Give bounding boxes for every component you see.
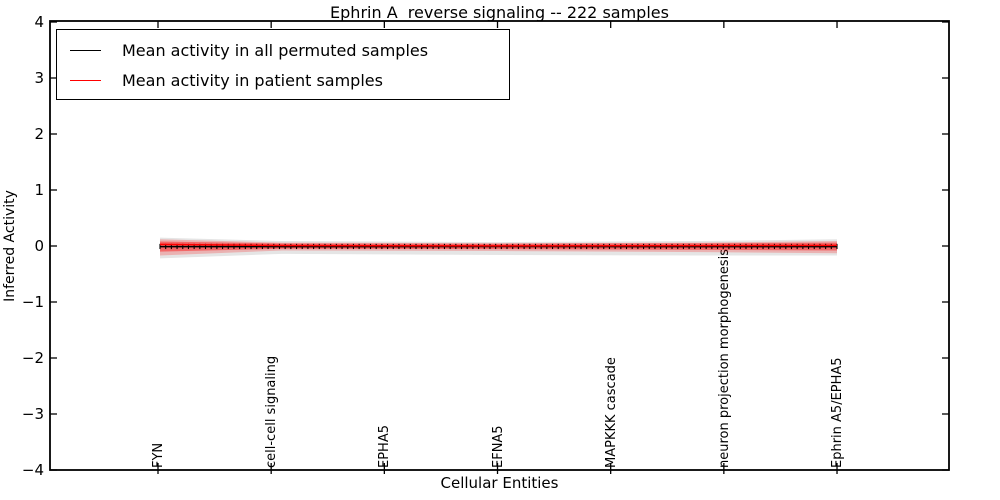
x-tick-label: Ephrin A5/EPHA5 [830, 357, 846, 468]
y-tick-label: −1 [21, 293, 44, 311]
y-tick-label: 1 [34, 181, 44, 199]
x-tick-label: EPHA5 [377, 425, 393, 468]
legend-label: Mean activity in patient samples [122, 70, 383, 90]
y-tick-label: 0 [34, 237, 44, 255]
y-tick-label: 4 [34, 13, 44, 31]
legend-entry-permuted: Mean activity in all permuted samples [57, 35, 509, 65]
legend-line-sample-black [70, 49, 101, 51]
y-tick-label: −2 [21, 349, 44, 367]
chart-title: Ephrin A reverse signaling -- 222 sample… [330, 3, 669, 22]
patient-samples-inner-band [160, 241, 837, 252]
y-tick-label: −4 [21, 461, 44, 479]
legend-label: Mean activity in all permuted samples [122, 40, 429, 60]
legend-entry-patient: Mean activity in patient samples [57, 65, 509, 95]
x-tick-label: neuron projection morphogenesis [716, 249, 732, 468]
patient-mean-line [159, 243, 838, 247]
patient-samples-outer-band [160, 239, 837, 256]
x-tick-label: FYN [151, 442, 166, 468]
y-tick-label: 3 [34, 69, 44, 87]
y-tick-label: −3 [21, 405, 44, 423]
legend-line-sample-red [70, 79, 101, 81]
legend-box: Mean activity in all permuted samples Me… [56, 29, 510, 100]
y-tick-label: 2 [34, 125, 44, 143]
x-tick-label: cell-cell signaling [264, 355, 280, 468]
x-axis-label: Cellular Entities [440, 474, 559, 492]
x-tick-label: EFNA5 [490, 425, 506, 468]
permuted-samples-spread-band [160, 237, 837, 259]
x-tick-label: MAPKKK cascade [603, 357, 619, 468]
